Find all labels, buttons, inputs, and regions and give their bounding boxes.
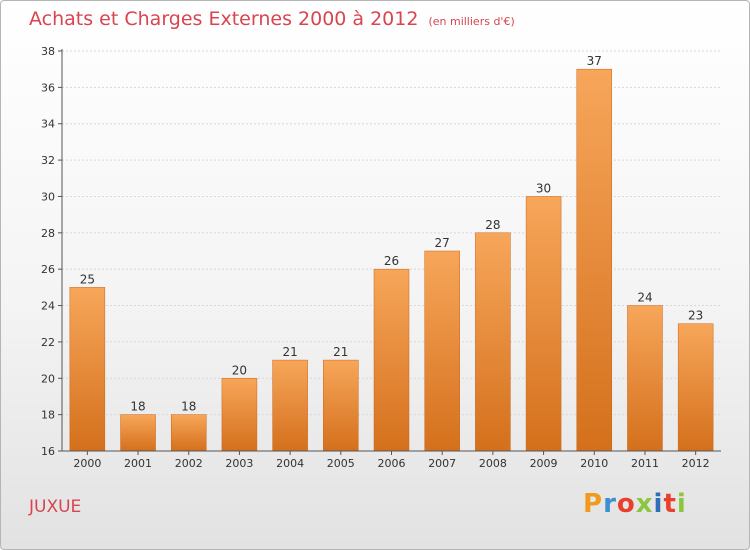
bar (677, 323, 714, 452)
data-label: 26 (384, 254, 399, 268)
data-label: 21 (282, 345, 297, 359)
x-tick-label: 2002 (175, 457, 203, 470)
data-label: 27 (435, 236, 450, 250)
y-tick-label: 34 (41, 118, 55, 131)
logo-letter: r (603, 489, 617, 519)
bars-group (69, 68, 714, 452)
data-label: 23 (688, 309, 703, 323)
labels-group: 16 18 20 22 24 26 28 30 32 34 36 38 25 2000 18 2001 18 20… (41, 45, 710, 470)
y-tick-label: 24 (41, 300, 55, 313)
bar (170, 414, 207, 452)
bar (424, 250, 460, 452)
bar (525, 196, 562, 452)
y-tick-label: 30 (41, 190, 55, 203)
y-tick-label: 28 (41, 227, 55, 240)
data-label: 37 (587, 54, 602, 68)
chart-title-text: Achats et Charges Externes 2000 à 2012 (29, 8, 419, 30)
chart-subtitle: (en milliers d'€) (428, 15, 515, 28)
data-label: 18 (181, 400, 196, 414)
y-tick-label: 36 (41, 81, 55, 94)
x-tick-label: 2000 (73, 457, 101, 470)
data-label: 20 (232, 363, 247, 377)
bar (576, 68, 613, 452)
x-tick-label: 2006 (378, 457, 406, 470)
x-tick-label: 2003 (225, 457, 253, 470)
logo-letter: t (663, 489, 677, 519)
axes-group (58, 49, 721, 455)
logo-letter: x (635, 489, 654, 519)
bar (373, 268, 410, 452)
x-tick-label: 2005 (327, 457, 355, 470)
y-tick-label: 22 (41, 336, 55, 349)
bar (221, 378, 258, 452)
logo-letter: o (616, 489, 636, 519)
data-label: 28 (485, 218, 500, 232)
data-label: 24 (637, 291, 652, 305)
proxiti-logo: Proxiti (583, 489, 687, 519)
y-tick-label: 38 (41, 45, 55, 58)
data-label: 30 (536, 181, 551, 195)
y-tick-label: 26 (41, 263, 55, 276)
logo-letter: i (653, 489, 664, 519)
bar (323, 359, 359, 452)
bar (69, 287, 106, 452)
bar (272, 359, 308, 452)
chart-title: Achats et Charges Externes 2000 à 2012 (e… (29, 8, 515, 30)
y-tick-label: 20 (41, 372, 55, 385)
y-tick-label: 16 (41, 445, 55, 458)
x-tick-label: 2009 (530, 457, 558, 470)
x-tick-label: 2007 (428, 457, 456, 470)
y-tick-label: 32 (41, 154, 55, 167)
logo-letter: P (583, 489, 604, 519)
y-tick-label: 18 (41, 409, 55, 422)
x-tick-label: 2001 (124, 457, 152, 470)
x-tick-label: 2011 (631, 457, 659, 470)
x-tick-label: 2012 (682, 457, 710, 470)
x-tick-label: 2008 (479, 457, 507, 470)
data-label: 25 (80, 272, 95, 286)
bar (120, 414, 156, 452)
city-name: JUXUE (29, 497, 82, 517)
bar (475, 232, 511, 452)
bar (627, 305, 663, 452)
x-tick-label: 2010 (580, 457, 608, 470)
data-label: 18 (130, 400, 145, 414)
logo-letter: i (676, 489, 687, 519)
x-tick-label: 2004 (276, 457, 304, 470)
data-label: 21 (333, 345, 348, 359)
